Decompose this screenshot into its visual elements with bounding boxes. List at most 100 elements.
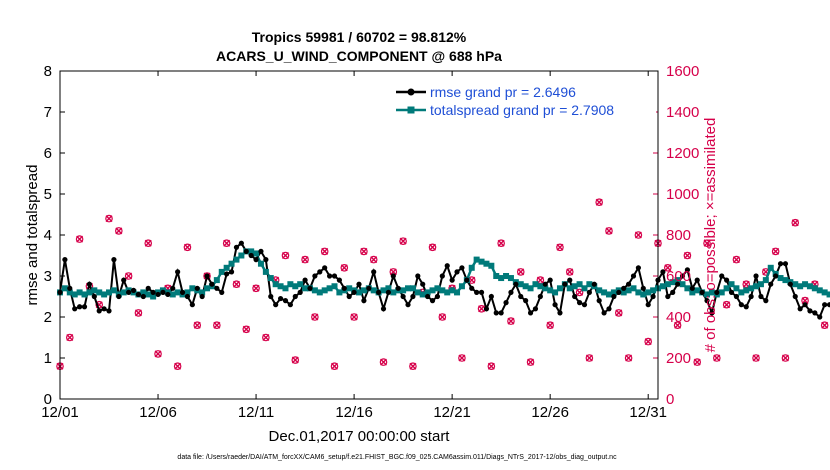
spread-point [630, 285, 637, 292]
spread-point [184, 289, 191, 296]
rmse-point [135, 291, 142, 298]
rmse-point [326, 273, 333, 279]
spread-point [287, 281, 294, 288]
spread-point [71, 291, 78, 298]
rmse-point [219, 289, 225, 295]
spread-point [346, 285, 353, 292]
obs-point [791, 218, 800, 227]
rmse-point [429, 298, 436, 304]
obs-point [360, 247, 368, 256]
rmse-point [802, 302, 808, 308]
rmse-point [728, 289, 735, 295]
spread-point [356, 289, 362, 296]
spread-point [390, 289, 397, 296]
obs-point [634, 231, 643, 239]
rmse-point [449, 277, 455, 283]
rmse-point [689, 285, 695, 291]
spread-point [777, 275, 784, 282]
spread-point [311, 287, 318, 294]
rmse-point [787, 281, 793, 287]
spread-point [708, 289, 715, 296]
obs-point [605, 227, 613, 235]
x-tick-label: 12/31 [629, 404, 667, 421]
spread-point [405, 285, 412, 292]
rmse-point [287, 302, 293, 308]
spread-point [429, 287, 436, 294]
rmse-point [454, 269, 460, 275]
spread-point [684, 285, 691, 292]
obs-point [379, 358, 388, 366]
rmse-point [694, 277, 700, 283]
rmse-point [601, 310, 607, 316]
rmse-point [527, 310, 534, 316]
x-axis-label: Dec.01,2017 00:00:00 start [269, 428, 451, 445]
rmse-point [307, 285, 313, 291]
spread-point [738, 289, 745, 296]
spread-point [757, 281, 764, 288]
rmse-point [611, 293, 617, 300]
spread-point [547, 287, 554, 294]
obs-point [281, 251, 290, 260]
x-tick-label: 12/26 [531, 404, 569, 421]
spread-point [331, 283, 338, 290]
rmse-point [77, 304, 83, 310]
obs-point [732, 255, 741, 264]
spread-point [370, 287, 377, 294]
spread-point [542, 285, 549, 292]
obs-point [320, 247, 329, 256]
spread-point [802, 281, 809, 288]
spread-point [321, 287, 328, 294]
rmse-point [777, 261, 784, 267]
obs-point [242, 325, 251, 334]
rmse-point [111, 257, 117, 263]
rmse-point [439, 273, 445, 279]
spread-point [174, 289, 181, 296]
rmse-point [130, 287, 137, 293]
obs-point [556, 243, 564, 252]
spread-point [414, 289, 421, 296]
spread-point [272, 281, 279, 288]
rmse-point [616, 289, 622, 295]
spread-point [424, 289, 431, 296]
obs-point [183, 243, 192, 252]
spread-point [610, 289, 617, 296]
obs-point [781, 354, 790, 362]
rmse-point [233, 244, 240, 250]
obs-point [213, 321, 221, 330]
rmse-point [782, 261, 789, 267]
rmse-point [645, 302, 651, 308]
y-right-tick-label: 1000 [666, 186, 699, 203]
spread-point [811, 285, 818, 292]
spread-point [454, 289, 461, 296]
rmse-point [170, 285, 176, 291]
rmse-point [346, 293, 352, 300]
rmse-point [248, 252, 254, 259]
rmse-point [581, 302, 588, 308]
spread-point [380, 287, 387, 294]
spread-point [728, 281, 735, 288]
rmse-point [62, 257, 68, 263]
rmse-point [679, 273, 686, 279]
spread-point [468, 264, 475, 271]
spread-point [419, 291, 426, 298]
x-axis: 12/01 12/06 12/11 12/16 12/21 12/26 12/31 [41, 71, 667, 421]
rmse-point [194, 285, 200, 291]
spread-point [81, 291, 88, 298]
obs-point [66, 333, 74, 342]
rmse-point [189, 302, 195, 308]
rmse-point [508, 289, 514, 295]
rmse-point [596, 298, 602, 304]
x-tick-label: 12/21 [433, 404, 471, 421]
obs-point [399, 237, 407, 245]
rmse-point [253, 257, 259, 263]
y-axis-right-label: # of obs: o=possible; ×=assimilated [702, 118, 719, 353]
spread-point [120, 289, 127, 296]
rmse-point [405, 302, 411, 308]
y-left-tick-label: 6 [44, 145, 52, 162]
obs-point [673, 321, 682, 330]
rmse-point [532, 306, 539, 312]
rmse-point [660, 269, 666, 275]
rmse-point [243, 248, 249, 254]
chart-title-line2: ACARS_U_WIND_COMPONENT @ 688 hPa [216, 48, 502, 64]
rmse-point [817, 314, 823, 320]
